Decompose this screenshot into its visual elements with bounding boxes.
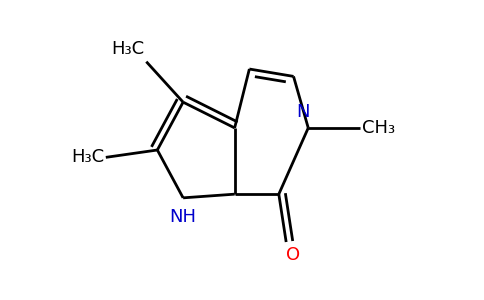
Text: N: N bbox=[296, 103, 309, 121]
Text: H₃C: H₃C bbox=[111, 40, 144, 58]
Text: CH₃: CH₃ bbox=[362, 119, 395, 137]
Text: H₃C: H₃C bbox=[71, 148, 104, 166]
Text: NH: NH bbox=[169, 208, 197, 226]
Text: O: O bbox=[287, 246, 301, 264]
